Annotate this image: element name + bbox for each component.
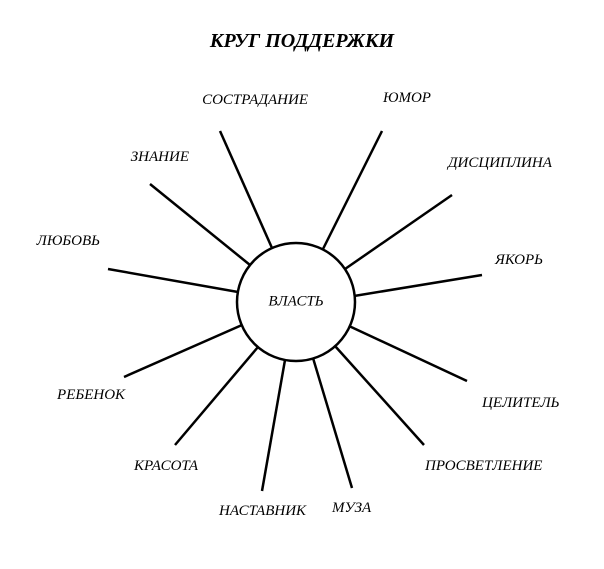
ray-label: ЯКОРЬ [495, 252, 543, 269]
ray-line [335, 346, 424, 445]
ray-line [354, 275, 482, 296]
ray-label: МУЗА [332, 500, 371, 517]
diagram-canvas [0, 0, 604, 569]
ray-line [108, 269, 238, 292]
ray-line [313, 358, 352, 488]
ray-line [220, 131, 272, 248]
ray-label: ЗНАНИЕ [131, 149, 189, 166]
ray-label: ДИСЦИПЛИНА [448, 155, 552, 172]
ray-label: СОСТРАДАНИЕ [202, 92, 308, 109]
ray-label: ЮМОР [383, 90, 431, 107]
ray-line [345, 195, 452, 269]
ray-line [175, 347, 258, 445]
ray-label: КРАСОТА [134, 458, 198, 475]
ray-label: ЦЕЛИТЕЛЬ [482, 395, 560, 412]
ray-line [150, 184, 250, 265]
ray-line [124, 325, 242, 377]
center-node-label: ВЛАСТЬ [268, 294, 323, 311]
ray-line [323, 131, 382, 249]
ray-label: РЕБЕНОК [57, 387, 125, 404]
ray-label: ПРОСВЕТЛЕНИЕ [425, 458, 542, 475]
ray-label: ЛЮБОВЬ [37, 233, 100, 250]
ray-label: НАСТАВНИК [219, 503, 306, 520]
ray-line [262, 360, 285, 491]
ray-line [349, 326, 467, 381]
